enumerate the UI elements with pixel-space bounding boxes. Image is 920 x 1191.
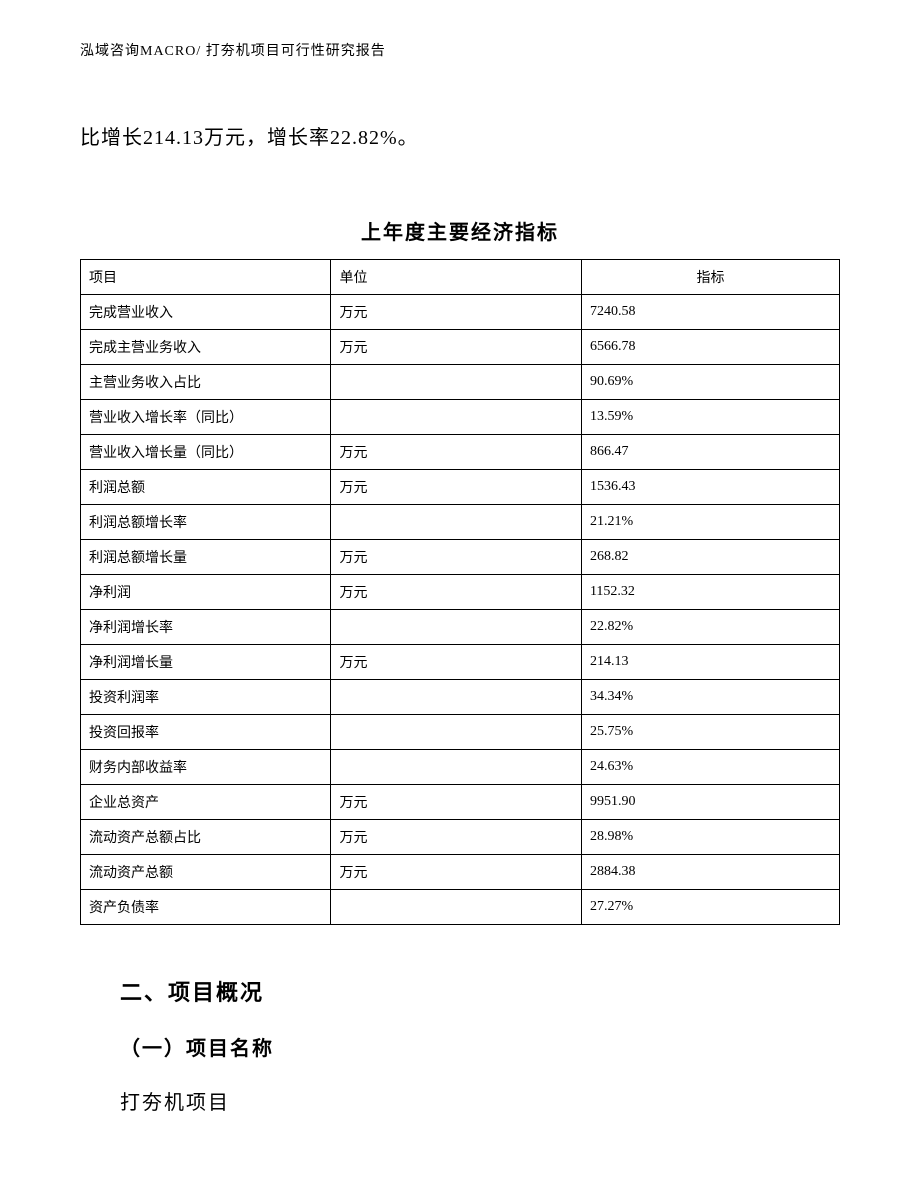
- cell-unit: [331, 890, 581, 925]
- cell-item: 营业收入增长率（同比）: [81, 400, 331, 435]
- cell-item: 财务内部收益率: [81, 750, 331, 785]
- cell-value: 25.75%: [581, 715, 839, 750]
- sub-heading: （一）项目名称: [120, 1032, 840, 1061]
- cell-unit: 万元: [331, 540, 581, 575]
- cell-item: 利润总额: [81, 470, 331, 505]
- cell-value: 21.21%: [581, 505, 839, 540]
- table-header-row: 项目 单位 指标: [81, 260, 840, 295]
- cell-unit: 万元: [331, 855, 581, 890]
- table-row: 营业收入增长量（同比）万元866.47: [81, 435, 840, 470]
- cell-value: 866.47: [581, 435, 839, 470]
- table-row: 营业收入增长率（同比） 13.59%: [81, 400, 840, 435]
- table-row: 完成主营业务收入万元6566.78: [81, 330, 840, 365]
- cell-item: 资产负债率: [81, 890, 331, 925]
- cell-item: 完成主营业务收入: [81, 330, 331, 365]
- cell-value: 13.59%: [581, 400, 839, 435]
- cell-unit: [331, 400, 581, 435]
- cell-unit: [331, 715, 581, 750]
- table-row: 净利润增长率 22.82%: [81, 610, 840, 645]
- cell-item: 净利润增长率: [81, 610, 331, 645]
- cell-value: 24.63%: [581, 750, 839, 785]
- table-row: 净利润万元1152.32: [81, 575, 840, 610]
- table-row: 投资利润率 34.34%: [81, 680, 840, 715]
- table-title: 上年度主要经济指标: [80, 216, 840, 245]
- cell-item: 投资回报率: [81, 715, 331, 750]
- column-header-item: 项目: [81, 260, 331, 295]
- cell-item: 营业收入增长量（同比）: [81, 435, 331, 470]
- cell-unit: 万元: [331, 820, 581, 855]
- cell-unit: 万元: [331, 435, 581, 470]
- table-row: 利润总额增长量万元268.82: [81, 540, 840, 575]
- table-row: 企业总资产万元9951.90: [81, 785, 840, 820]
- table-row: 投资回报率 25.75%: [81, 715, 840, 750]
- cell-item: 净利润: [81, 575, 331, 610]
- column-header-unit: 单位: [331, 260, 581, 295]
- cell-value: 27.27%: [581, 890, 839, 925]
- cell-value: 90.69%: [581, 365, 839, 400]
- table-row: 财务内部收益率 24.63%: [81, 750, 840, 785]
- column-header-value: 指标: [581, 260, 839, 295]
- cell-value: 214.13: [581, 645, 839, 680]
- project-name-text: 打夯机项目: [120, 1086, 840, 1115]
- section-heading: 二、项目概况: [120, 975, 840, 1007]
- cell-value: 34.34%: [581, 680, 839, 715]
- cell-unit: [331, 750, 581, 785]
- table-row: 利润总额增长率 21.21%: [81, 505, 840, 540]
- cell-unit: 万元: [331, 470, 581, 505]
- cell-value: 7240.58: [581, 295, 839, 330]
- cell-value: 268.82: [581, 540, 839, 575]
- cell-item: 企业总资产: [81, 785, 331, 820]
- cell-unit: [331, 505, 581, 540]
- document-header: 泓域咨询MACRO/ 打夯机项目可行性研究报告: [80, 40, 840, 60]
- cell-item: 完成营业收入: [81, 295, 331, 330]
- cell-item: 主营业务收入占比: [81, 365, 331, 400]
- cell-value: 1536.43: [581, 470, 839, 505]
- cell-unit: [331, 365, 581, 400]
- cell-item: 投资利润率: [81, 680, 331, 715]
- economic-indicators-table: 项目 单位 指标 完成营业收入万元7240.58完成主营业务收入万元6566.7…: [80, 259, 840, 925]
- cell-unit: 万元: [331, 330, 581, 365]
- cell-unit: 万元: [331, 645, 581, 680]
- cell-value: 6566.78: [581, 330, 839, 365]
- cell-value: 22.82%: [581, 610, 839, 645]
- cell-value: 9951.90: [581, 785, 839, 820]
- table-row: 资产负债率 27.27%: [81, 890, 840, 925]
- cell-unit: 万元: [331, 295, 581, 330]
- table-row: 主营业务收入占比 90.69%: [81, 365, 840, 400]
- cell-unit: 万元: [331, 785, 581, 820]
- cell-unit: 万元: [331, 575, 581, 610]
- cell-unit: [331, 680, 581, 715]
- cell-item: 流动资产总额: [81, 855, 331, 890]
- cell-item: 利润总额增长量: [81, 540, 331, 575]
- cell-item: 净利润增长量: [81, 645, 331, 680]
- table-row: 流动资产总额万元2884.38: [81, 855, 840, 890]
- table-row: 流动资产总额占比万元28.98%: [81, 820, 840, 855]
- cell-item: 流动资产总额占比: [81, 820, 331, 855]
- table-row: 完成营业收入万元7240.58: [81, 295, 840, 330]
- table-row: 净利润增长量万元214.13: [81, 645, 840, 680]
- cell-value: 2884.38: [581, 855, 839, 890]
- body-paragraph: 比增长214.13万元，增长率22.82%。: [80, 120, 840, 156]
- cell-unit: [331, 610, 581, 645]
- cell-value: 28.98%: [581, 820, 839, 855]
- cell-item: 利润总额增长率: [81, 505, 331, 540]
- table-row: 利润总额万元1536.43: [81, 470, 840, 505]
- cell-value: 1152.32: [581, 575, 839, 610]
